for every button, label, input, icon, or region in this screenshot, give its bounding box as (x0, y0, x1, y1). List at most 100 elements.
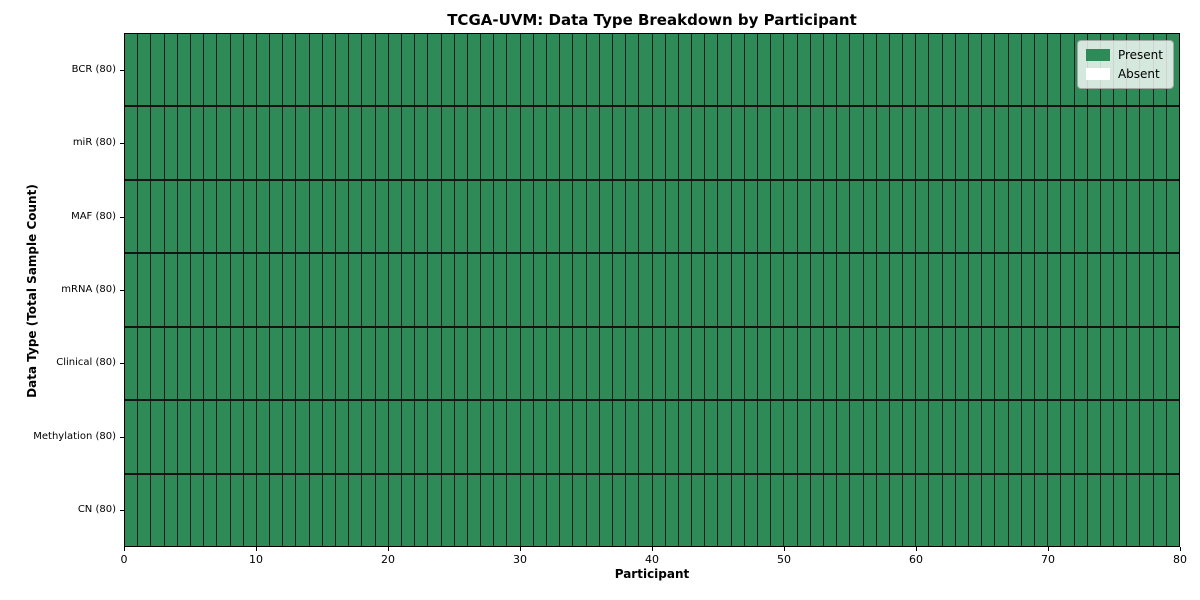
heatmap-cell (876, 327, 890, 400)
heatmap-cell (678, 474, 693, 546)
heatmap-cell (942, 107, 956, 179)
heatmap-cell (744, 474, 758, 546)
heatmap-cell (771, 474, 785, 546)
heatmap-cell (665, 474, 679, 546)
heatmap-cell (547, 107, 561, 179)
heatmap-cell (718, 107, 732, 179)
x-tick-mark (784, 547, 785, 551)
heatmap-cell (586, 474, 600, 546)
heatmap-cell (758, 34, 772, 106)
heatmap-cell (401, 254, 416, 326)
heatmap-cell (1074, 401, 1088, 473)
heatmap-cell (1034, 474, 1049, 546)
heatmap-cell (718, 401, 732, 473)
heatmap-cell (1100, 401, 1115, 473)
heatmap-cell (626, 107, 640, 179)
x-tick-mark (916, 547, 917, 551)
heatmap-cell (731, 254, 745, 326)
heatmap-cell (520, 327, 534, 400)
heatmap-cell (309, 107, 323, 179)
heatmap-cell (797, 474, 811, 546)
heatmap-cell (296, 254, 310, 326)
heatmap-cell (837, 254, 851, 326)
heatmap-cell (678, 180, 693, 253)
heatmap-cell (889, 474, 904, 546)
heatmap-cell (1008, 180, 1022, 253)
heatmap-cell (744, 107, 758, 179)
heatmap-cell (296, 107, 310, 179)
heatmap-cell (1087, 180, 1101, 253)
heatmap-cell (428, 107, 442, 179)
y-tick-mark (120, 510, 124, 512)
heatmap-cell (151, 254, 165, 326)
x-tick-mark (1048, 547, 1049, 551)
heatmap-cell (125, 474, 139, 546)
heatmap-cell (1008, 401, 1022, 473)
heatmap-cell (362, 180, 376, 253)
heatmap-cell (692, 34, 706, 106)
heatmap-cell (494, 254, 508, 326)
heatmap-cell (626, 34, 640, 106)
heatmap-cell (652, 180, 666, 253)
heatmap-cell (375, 474, 389, 546)
heatmap-cell (507, 107, 521, 179)
heatmap-cell (1034, 34, 1049, 106)
heatmap-cell (1140, 474, 1154, 546)
heatmap-cell (784, 327, 798, 400)
heatmap-cell (665, 34, 679, 106)
heatmap-cell (256, 107, 271, 179)
x-tick-label: 40 (645, 553, 659, 566)
heatmap-cell (903, 180, 917, 253)
x-tick-label: 50 (777, 553, 791, 566)
heatmap-cell (190, 474, 205, 546)
heatmap-cell (718, 180, 732, 253)
heatmap-cell (797, 180, 811, 253)
heatmap-cell (296, 327, 310, 400)
heatmap-cell (454, 180, 468, 253)
heatmap-cell (955, 254, 969, 326)
heatmap-cell (744, 327, 758, 400)
heatmap-cell (309, 34, 323, 106)
heatmap-cell (125, 254, 139, 326)
heatmap-cell (217, 254, 231, 326)
heatmap-cell (863, 180, 877, 253)
heatmap-cell (138, 107, 152, 179)
heatmap-cell (388, 107, 402, 179)
heatmap-cell (995, 180, 1009, 253)
heatmap-cell (784, 474, 798, 546)
heatmap-cell (573, 34, 587, 106)
heatmap-cell (322, 327, 336, 400)
heatmap-cell (810, 180, 824, 253)
heatmap-cell (810, 327, 824, 400)
heatmap-cell (705, 180, 719, 253)
heatmap-cell (1100, 327, 1115, 400)
heatmap-cell (204, 474, 218, 546)
heatmap-cell (1021, 34, 1035, 106)
heatmap-cell (889, 254, 904, 326)
heatmap-cell (1166, 107, 1179, 179)
heatmap-cell (1008, 34, 1022, 106)
heatmap-cell (731, 327, 745, 400)
heatmap-cell (1061, 107, 1075, 179)
heatmap-cell (349, 107, 363, 179)
heatmap-cell (309, 474, 323, 546)
heatmap-cell (1087, 401, 1101, 473)
heatmap-cell (533, 254, 547, 326)
heatmap-cell (1087, 474, 1101, 546)
heatmap-cell (573, 180, 587, 253)
heatmap-cell (217, 474, 231, 546)
heatmap-cell (626, 254, 640, 326)
heatmap-cell (1021, 180, 1035, 253)
heatmap-cell (560, 34, 574, 106)
heatmap-cell (758, 401, 772, 473)
heatmap-cell (929, 474, 943, 546)
heatmap-cell (322, 34, 336, 106)
heatmap-cell (401, 180, 416, 253)
heatmap-cell (388, 34, 402, 106)
heatmap-cell (705, 327, 719, 400)
heatmap-cell (256, 180, 271, 253)
heatmap-cell (692, 180, 706, 253)
heatmap-cell (1061, 401, 1075, 473)
x-tick-mark (256, 547, 257, 551)
heatmap-cell (612, 474, 627, 546)
